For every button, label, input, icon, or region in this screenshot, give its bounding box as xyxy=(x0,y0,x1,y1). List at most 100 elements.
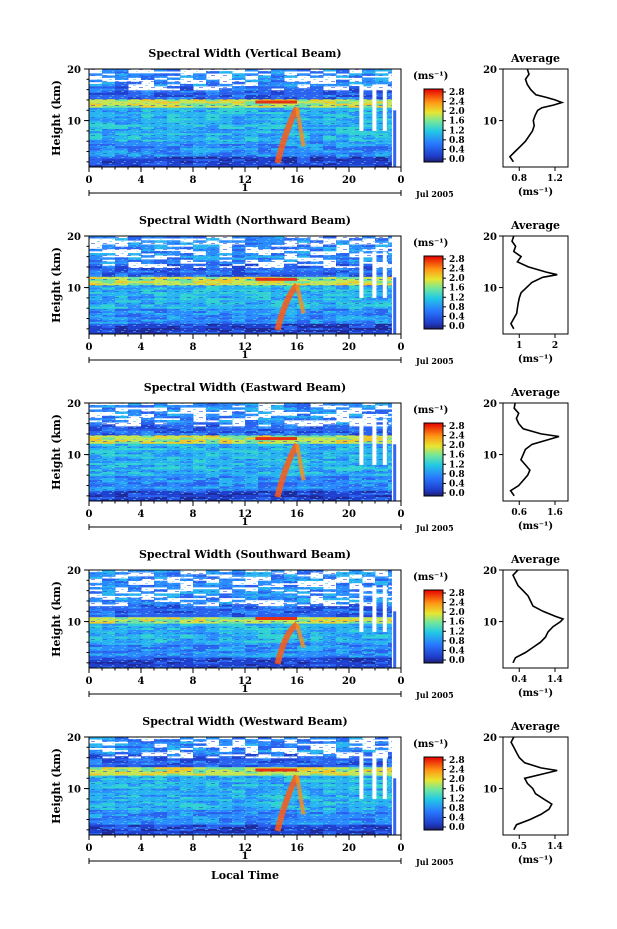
colorbar-tick-label: 2.4 xyxy=(449,599,465,609)
colorbar-tick-label: 2.8 xyxy=(449,422,465,432)
x-tick-label: 12 xyxy=(238,175,252,186)
colorbar-tick-label: 1.2 xyxy=(449,460,465,470)
average-profile: Average 10 20 0.5 1.4 (ms⁻¹) xyxy=(483,720,569,866)
heatmap-texture xyxy=(89,570,401,668)
average-title: Average xyxy=(510,219,560,232)
colorbar-tick-label: 0.8 xyxy=(449,136,465,146)
x-tick-label: 20 xyxy=(342,676,356,687)
colorbar xyxy=(423,756,444,831)
profile-x-tick-label: 1.2 xyxy=(547,174,563,184)
date-label: Jul 2005 xyxy=(415,356,454,366)
data-gap xyxy=(372,418,377,465)
panel-5: Spectral Width (Westward Beam)1020Height… xyxy=(50,715,569,867)
average-profile: Average 10 20 0.8 1.2 (ms⁻¹) xyxy=(483,52,569,198)
x-tick-label: 0 xyxy=(398,175,405,186)
x-tick-label: 12 xyxy=(238,509,252,520)
profile-line xyxy=(510,736,558,831)
x-tick-label: 8 xyxy=(190,342,197,353)
profile-x-label: (ms⁻¹) xyxy=(518,521,553,532)
colorbar-tick-label: 2.8 xyxy=(449,756,465,766)
x-tick-label: 16 xyxy=(290,843,304,854)
profile-x-tick-label: 0.8 xyxy=(511,174,527,184)
colorbar-tick-label: 1.6 xyxy=(449,451,465,461)
colorbar-tick-label: 2.4 xyxy=(449,432,465,442)
colorbar-tick-label: 2.8 xyxy=(449,255,465,265)
colorbar-tick-label: 2.0 xyxy=(449,775,465,785)
x-tick-label: 0 xyxy=(86,509,93,520)
y-tick-label: 20 xyxy=(67,399,81,410)
data-gap xyxy=(372,84,377,131)
colorbar-tick-label: 0.0 xyxy=(449,489,465,499)
data-gap xyxy=(372,752,377,799)
profile-y-tick-label: 20 xyxy=(483,733,497,744)
x-tick-label: 16 xyxy=(290,676,304,687)
day-label: 1 xyxy=(242,684,249,695)
x-tick-label: 0 xyxy=(86,843,93,854)
heatmap-image xyxy=(89,69,402,168)
day-label: 1 xyxy=(242,851,249,862)
panel-1: Spectral Width (Vertical Beam)1020Height… xyxy=(50,47,569,199)
profile-x-label: (ms⁻¹) xyxy=(518,855,553,866)
colorbar-tick-label: 0.4 xyxy=(449,145,465,155)
data-column xyxy=(393,444,397,501)
heatmap-texture xyxy=(89,236,401,334)
colorbar xyxy=(423,255,444,330)
heatmap-image xyxy=(89,570,402,669)
average-title: Average xyxy=(510,52,560,65)
profile-x-tick-label: 1.4 xyxy=(547,842,563,852)
colorbar-tick-label: 2.4 xyxy=(449,766,465,776)
colorbar-tick-label: 2.8 xyxy=(449,589,465,599)
x-tick-label: 0 xyxy=(398,843,405,854)
x-tick-label: 0 xyxy=(398,676,405,687)
panel-title: Spectral Width (Vertical Beam) xyxy=(148,47,341,60)
colorbar-tick-label: 2.0 xyxy=(449,274,465,284)
colorbar-tick-label: 1.6 xyxy=(449,284,465,294)
turbulence-streak xyxy=(274,442,300,498)
data-gap xyxy=(359,418,364,465)
profile-y-tick-label: 10 xyxy=(483,785,497,796)
heatmap-image xyxy=(89,737,402,836)
panel-title: Spectral Width (Northward Beam) xyxy=(139,214,351,227)
data-gap xyxy=(382,418,387,465)
data-column xyxy=(393,277,397,334)
y-axis-label: Height (km) xyxy=(50,80,63,156)
x-tick-label: 0 xyxy=(86,676,93,687)
heatmap-texture xyxy=(89,403,401,501)
y-tick-label: 10 xyxy=(67,451,81,462)
data-gap xyxy=(359,585,364,632)
profile-y-tick-label: 10 xyxy=(483,284,497,295)
y-tick-label: 20 xyxy=(67,733,81,744)
data-gap xyxy=(372,251,377,298)
colorbar-tick-label: 2.0 xyxy=(449,441,465,451)
turbulence-streak xyxy=(274,621,299,665)
x-tick-label: 8 xyxy=(190,843,197,854)
data-gap xyxy=(391,737,401,835)
turbulence-streak xyxy=(295,107,306,147)
heatmap-texture xyxy=(89,69,401,167)
profile-y-tick-label: 20 xyxy=(483,399,497,410)
colorbar-unit: (ms⁻¹) xyxy=(413,71,448,82)
profile-line xyxy=(509,402,560,497)
turbulence-streak xyxy=(295,284,306,314)
profile-x-tick-label: 0.6 xyxy=(511,508,527,518)
date-label: Jul 2005 xyxy=(415,523,454,533)
x-tick-label: 0 xyxy=(398,509,405,520)
average-title: Average xyxy=(510,386,560,399)
colorbar-tick-label: 1.6 xyxy=(449,785,465,795)
colorbar-tick-label: 1.2 xyxy=(449,293,465,303)
data-gap xyxy=(382,585,387,632)
average-profile: Average 10 20 0.4 1.4 (ms⁻¹) xyxy=(483,553,569,699)
profile-x-label: (ms⁻¹) xyxy=(518,688,553,699)
profile-frame xyxy=(502,736,569,836)
colorbar-tick-label: 2.8 xyxy=(449,88,465,98)
data-gap xyxy=(359,251,364,298)
colorbar-tick-label: 1.6 xyxy=(449,618,465,628)
colorbar-tick-label: 0.4 xyxy=(449,479,465,489)
profile-x-tick-label: 1 xyxy=(516,341,522,351)
colorbar-tick-label: 0.4 xyxy=(449,312,465,322)
x-tick-label: 20 xyxy=(342,843,356,854)
x-tick-label: 16 xyxy=(290,342,304,353)
profile-frame xyxy=(502,402,569,502)
colorbar-tick-label: 1.6 xyxy=(449,117,465,127)
turbulence-streak xyxy=(274,282,300,331)
